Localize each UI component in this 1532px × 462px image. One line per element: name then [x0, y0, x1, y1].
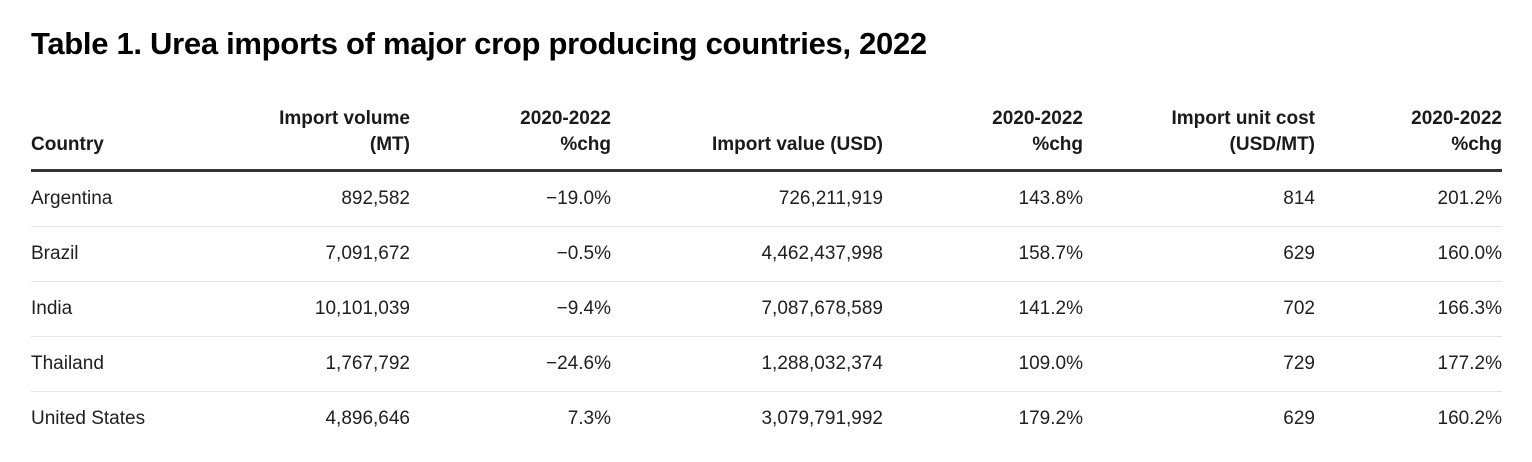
- cell-import-unit-cost: 729: [1083, 336, 1315, 392]
- table-row: United States 4,896,646 7.3% 3,079,791,9…: [31, 392, 1502, 447]
- table-title: Table 1. Urea imports of major crop prod…: [31, 26, 927, 61]
- cell-volume-pct-change: −19.0%: [410, 170, 611, 227]
- header-import-volume: Import volume (MT): [186, 100, 410, 172]
- cell-import-value: 3,079,791,992: [761, 408, 883, 429]
- cell-import-unit-cost: 814: [1083, 170, 1315, 227]
- header-value-pct-change: 2020-2022 %chg: [883, 100, 1083, 172]
- header-import-unit-cost: Import unit cost (USD/MT): [1083, 100, 1315, 172]
- cell-import-value: 4,462,437,998: [611, 226, 883, 282]
- cell-country: Thailand: [31, 336, 186, 392]
- header-value-pct-change-line-1: 2020-2022: [992, 108, 1083, 129]
- cell-value-pct-change: 158.7%: [883, 226, 1083, 282]
- header-unit-cost-pct-change: 2020-2022 %chg: [1315, 100, 1502, 172]
- header-unit-cost-pct-change-line-1: 2020-2022: [1411, 108, 1502, 129]
- header-import-volume-line-1: Import volume: [279, 108, 410, 129]
- cell-import-unit-cost: 702: [1083, 281, 1315, 337]
- header-volume-pct-change: 2020-2022 %chg: [410, 100, 611, 172]
- table-row: Brazil 7,091,672 −0.5% 4,462,437,998 158…: [31, 226, 1502, 282]
- header-country-line-1: Country: [31, 134, 104, 155]
- cell-value-pct-change: 109.0%: [883, 336, 1083, 392]
- cell-volume-pct-change: 7.3%: [567, 408, 611, 429]
- cell-import-unit-cost: 629: [1083, 226, 1315, 282]
- cell-import-value: 7,087,678,589: [611, 281, 883, 337]
- table-row: Argentina 892,582 −19.0% 726,211,919 143…: [31, 170, 1502, 227]
- cell-country: India: [31, 281, 186, 337]
- header-volume-pct-change-line-2: %chg: [560, 134, 611, 155]
- cell-volume-pct-change: −9.4%: [410, 281, 611, 337]
- cell-unit-cost-pct-change: 201.2%: [1315, 170, 1502, 227]
- header-unit-cost-pct-change-line-2: %chg: [1451, 134, 1502, 155]
- header-import-volume-line-2: (MT): [369, 134, 410, 155]
- cell-country: United States: [31, 408, 146, 429]
- cell-country: Argentina: [31, 170, 186, 227]
- cell-import-volume: 7,091,672: [186, 226, 410, 282]
- cell-country: Brazil: [31, 226, 186, 282]
- cell-import-volume: 1,767,792: [186, 336, 410, 392]
- cell-unit-cost-pct-change: 160.0%: [1315, 226, 1502, 282]
- table-row: India 10,101,039 −9.4% 7,087,678,589 141…: [31, 281, 1502, 337]
- header-value-pct-change-line-2: %chg: [1032, 134, 1083, 155]
- header-country: Country: [31, 100, 186, 172]
- cell-import-value: 1,288,032,374: [611, 336, 883, 392]
- table-row: Thailand 1,767,792 −24.6% 1,288,032,374 …: [31, 336, 1502, 392]
- header-import-value: Import value (USD): [611, 100, 883, 172]
- urea-imports-table: Country Import volume (MT) 2020-2022 %ch…: [31, 100, 1502, 446]
- cell-import-volume: 892,582: [186, 170, 410, 227]
- header-import-unit-cost-line-1: Import unit cost: [1171, 108, 1315, 129]
- cell-unit-cost-pct-change: 166.3%: [1315, 281, 1502, 337]
- cell-value-pct-change: 143.8%: [883, 170, 1083, 227]
- cell-import-unit-cost: 629: [1283, 408, 1315, 429]
- header-import-unit-cost-line-2: (USD/MT): [1229, 134, 1315, 155]
- cell-unit-cost-pct-change: 160.2%: [1437, 408, 1502, 429]
- cell-value-pct-change: 179.2%: [1018, 408, 1083, 429]
- cell-import-volume: 10,101,039: [186, 281, 410, 337]
- header-row: Country Import volume (MT) 2020-2022 %ch…: [31, 100, 1502, 172]
- header-import-value-line-1: Import value (USD): [711, 134, 883, 155]
- cell-volume-pct-change: −0.5%: [410, 226, 611, 282]
- cell-import-value: 726,211,919: [611, 170, 883, 227]
- header-volume-pct-change-line-1: 2020-2022: [520, 108, 611, 129]
- cell-import-volume: 4,896,646: [325, 408, 410, 429]
- cell-unit-cost-pct-change: 177.2%: [1315, 336, 1502, 392]
- cell-value-pct-change: 141.2%: [883, 281, 1083, 337]
- cell-volume-pct-change: −24.6%: [410, 336, 611, 392]
